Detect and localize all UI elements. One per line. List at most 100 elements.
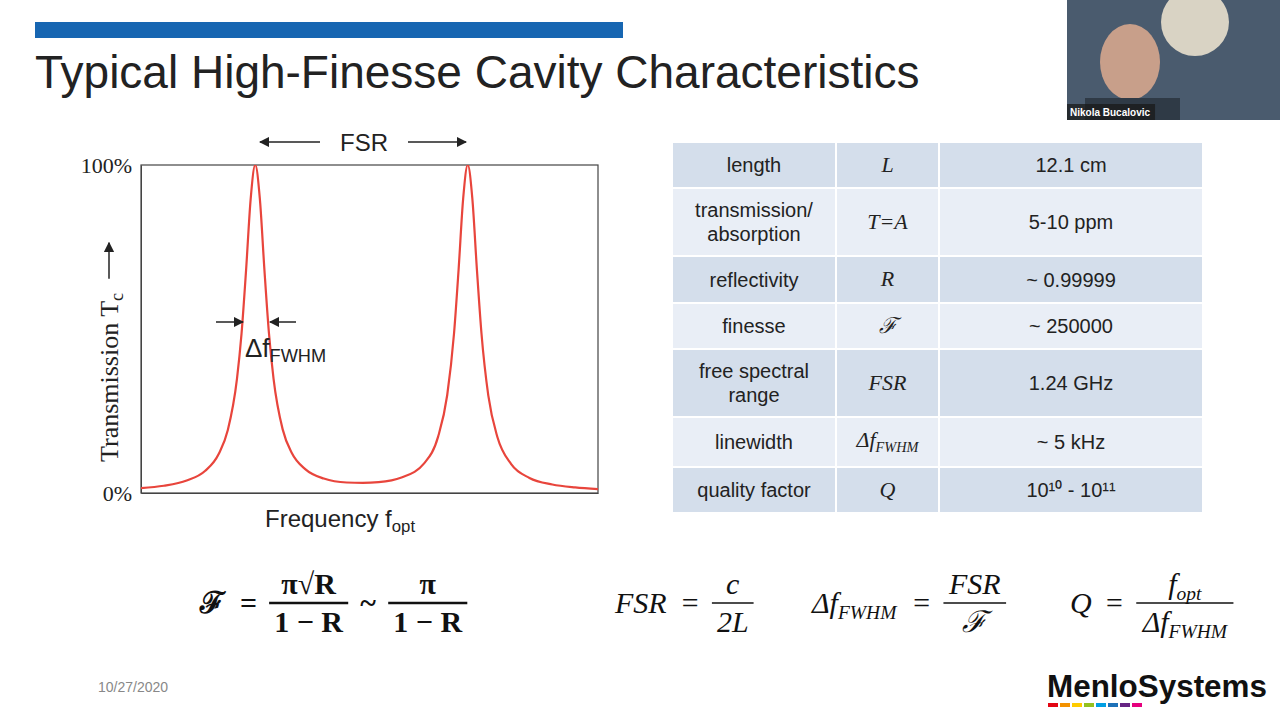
text-part: = [680, 586, 700, 619]
table-cell: 5-10 ppm [939, 188, 1203, 256]
text-subscript: FWHM [1168, 621, 1229, 642]
table-cell: 1.24 GHz [939, 349, 1203, 417]
text-subscript: FWHM [270, 346, 327, 366]
cell-subscript: FWHM [876, 440, 919, 456]
annotation-arrow [260, 141, 320, 143]
tick: 100% [81, 153, 141, 178]
fraction-denominator: 2L [717, 605, 749, 638]
webcam: Nikola Bucalovic [1067, 0, 1280, 120]
fraction-denominator: ΔfFWHM [1142, 605, 1229, 642]
text-part: FSR [614, 586, 667, 619]
table-cell: linewidth [672, 417, 836, 467]
text-part: Transmission [95, 317, 124, 462]
table-cell: ~ 5 kHz [939, 417, 1203, 467]
text-subscript: FWHM [837, 602, 898, 623]
formula: FSR = c 2L [614, 567, 754, 638]
table-cell: quality factor [672, 467, 836, 513]
formula-text: = [680, 586, 700, 619]
table-cell: free spectral range [672, 349, 836, 417]
logo-stripe [1108, 703, 1118, 707]
fraction-numerator: π [420, 567, 437, 600]
table-cell: finesse [672, 303, 836, 349]
formula-text: FSR [614, 586, 667, 619]
x-axis-title: Frequency fopt [265, 505, 415, 536]
table-cell: T=A [836, 188, 939, 256]
plot-area [141, 165, 598, 489]
text-base: Δf [245, 333, 270, 363]
fraction-bar [388, 602, 467, 604]
table-row: free spectral rangeFSR1.24 GHz [672, 349, 1203, 417]
formula-text: ℱ [199, 586, 227, 619]
fsr-label: FSR [340, 129, 388, 156]
annotation-arrow [408, 141, 466, 143]
table-cell: transmission/ absorption [672, 188, 836, 256]
table-cell: L [836, 142, 939, 188]
text-part: π [420, 567, 437, 600]
table-row: lengthL12.1 cm [672, 142, 1203, 188]
fraction-bar [1136, 602, 1233, 604]
fraction-bar [943, 602, 1006, 604]
text-base: T [95, 301, 124, 317]
text-part: ℱ [962, 605, 993, 638]
tick: 0% [103, 481, 141, 506]
table-row: quality factorQ10¹⁰ - 10¹¹ [672, 467, 1203, 513]
fraction-denominator: 1 − R [274, 605, 343, 638]
tick-label: 100% [81, 153, 132, 178]
table-cell: 12.1 cm [939, 142, 1203, 188]
text-part: FSR [948, 567, 1001, 600]
fraction-denominator: 1 − R [393, 605, 462, 638]
y-axis: 0% 100% [81, 153, 142, 506]
formula-text: ΔfFWHM [811, 586, 898, 623]
text-part: Q [1070, 586, 1092, 619]
annotation-arrow [270, 321, 296, 323]
logo-stripe [1072, 703, 1082, 707]
logo-stripe [1084, 703, 1094, 707]
fraction-numerator: FSR [948, 567, 1001, 600]
text-part: = [1104, 586, 1124, 619]
text-part: = [240, 586, 257, 619]
webcam-clock [1161, 0, 1229, 56]
formula: ΔfFWHM = FSR ℱ [811, 567, 1006, 638]
slide-canvas: Typical High-Finesse Cavity Characterist… [0, 0, 1280, 720]
fraction-bar [269, 602, 348, 604]
chart: 0% 100% Transmission Tc Frequency fopt FSR Δf… [81, 129, 599, 536]
logo-stripe [1060, 703, 1070, 707]
formula-text: = [911, 586, 931, 619]
logo-stripe [1132, 703, 1142, 707]
fraction-numerator: π√R [281, 567, 336, 600]
table-cell: reflectivity [672, 256, 836, 302]
tick-label: 0% [103, 481, 132, 506]
table-cell: 10¹⁰ - 10¹¹ [939, 467, 1203, 513]
cell-base: Δf [857, 427, 876, 452]
y-axis-line [141, 166, 142, 494]
logo-stripe [1096, 703, 1106, 707]
title-bar [35, 22, 623, 38]
text-part: c [726, 567, 739, 600]
annotation-arrow [216, 321, 243, 323]
text-part: π√R [281, 567, 336, 600]
transmission-curve [141, 165, 598, 489]
table-row: linewidth ΔfFWHM ~ 5 kHz [672, 417, 1203, 467]
table-cell: ~ 250000 [939, 303, 1203, 349]
text-part: = [911, 586, 931, 619]
speaker-name: Nikola Bucalovic [1070, 107, 1150, 118]
table-cell: Q [836, 467, 939, 513]
fraction-denominator: ℱ [962, 605, 993, 638]
name-background [1067, 104, 1155, 120]
table-cell: FSR [836, 349, 939, 417]
x-axis [142, 493, 599, 494]
formula-text: ~ [360, 586, 376, 619]
slide-title: Typical High-Finesse Cavity Characterist… [35, 46, 920, 98]
fraction-numerator: fopt [1168, 567, 1202, 604]
table-row: transmission/ absorptionT=A5-10 ppm [672, 188, 1203, 256]
text-part: 1 − R [274, 605, 343, 638]
formula: Q = foptΔfFWHM [1070, 567, 1233, 642]
table-cell: R [836, 256, 939, 302]
text-subscript: opt [1177, 583, 1203, 604]
logo-stripe [1120, 703, 1130, 707]
logo: MenloSystems [1047, 668, 1267, 704]
fraction-numerator: c [726, 567, 739, 600]
y-axis-title: Transmission Tc [95, 293, 127, 462]
slide-date: 10/27/2020 [98, 679, 168, 695]
linewidth-label: ΔfFWHM [245, 333, 326, 366]
